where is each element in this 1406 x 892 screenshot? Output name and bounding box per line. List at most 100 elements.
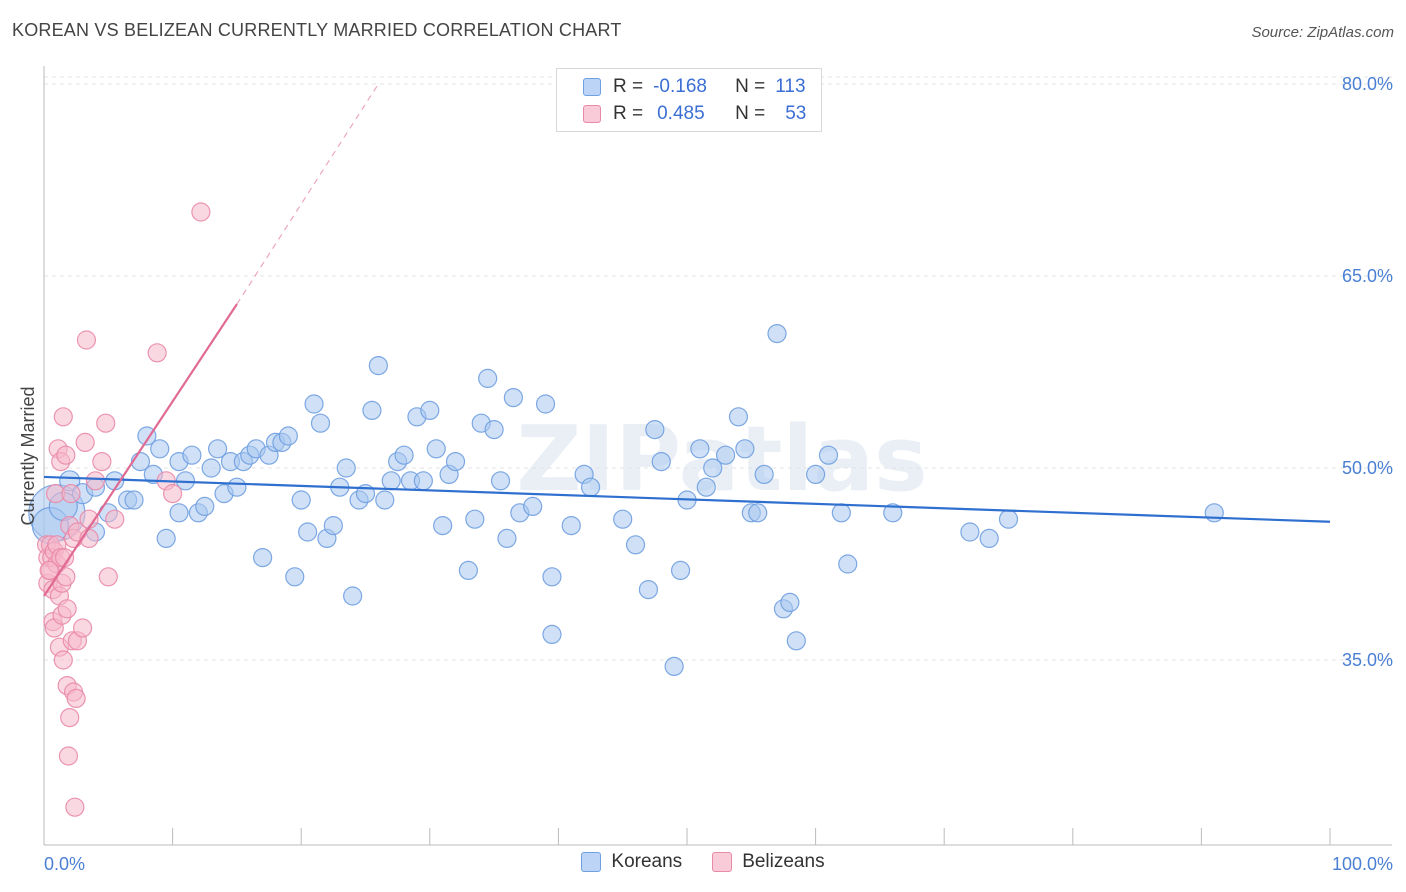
series-legend: Koreans Belizeans bbox=[0, 851, 1406, 873]
korean-point bbox=[1204, 503, 1224, 523]
korean-point bbox=[664, 656, 684, 677]
belizean-point bbox=[60, 707, 80, 728]
korean-point bbox=[201, 458, 221, 478]
korean-point bbox=[625, 535, 646, 555]
korean-point bbox=[362, 400, 382, 420]
korean-point bbox=[651, 452, 671, 472]
belizean-point bbox=[65, 797, 85, 817]
tick-labels: 35.0% 50.0% 65.0% 80.0% 0.0% 100.0% bbox=[44, 74, 1393, 874]
korean-point bbox=[420, 400, 440, 420]
korean-point bbox=[484, 420, 504, 440]
belizean-point bbox=[92, 452, 112, 472]
korean-point bbox=[960, 522, 980, 542]
y-axis-label: Currently Married bbox=[18, 386, 38, 525]
belizean-point bbox=[53, 650, 73, 670]
n-label: N = bbox=[735, 76, 766, 97]
n-value: 113 bbox=[775, 76, 806, 97]
korean-point bbox=[227, 477, 247, 497]
n-value: 53 bbox=[785, 103, 807, 124]
korean-point bbox=[253, 547, 273, 568]
korean-point bbox=[182, 445, 202, 465]
y-tick-label: 50.0% bbox=[1342, 458, 1393, 478]
korean-point bbox=[394, 445, 414, 465]
belizean-trend-extension bbox=[236, 83, 379, 305]
belizeans-swatch bbox=[583, 105, 601, 123]
axes bbox=[43, 66, 1392, 846]
legend-koreans-label: Koreans bbox=[611, 851, 683, 872]
korean-point bbox=[690, 439, 710, 459]
korean-point bbox=[343, 586, 363, 606]
korean-point bbox=[542, 624, 562, 645]
korean-point bbox=[285, 567, 305, 587]
korean-point bbox=[458, 560, 478, 581]
belizean-point bbox=[75, 432, 95, 452]
korean-point bbox=[465, 509, 485, 529]
x-tick-label: 100.0% bbox=[1332, 854, 1393, 874]
belizean-point bbox=[57, 599, 77, 619]
korean-point bbox=[998, 509, 1019, 529]
korean-point bbox=[735, 439, 755, 459]
korean-point bbox=[497, 528, 517, 549]
korean-point bbox=[703, 458, 723, 478]
legend-row-belizeans: R = 0.485 N = 53 bbox=[583, 101, 806, 127]
belizean-point bbox=[56, 445, 76, 465]
data-points bbox=[28, 202, 1224, 817]
korean-point bbox=[838, 554, 858, 574]
legend-koreans: Koreans bbox=[581, 851, 682, 873]
korean-point bbox=[561, 515, 581, 536]
belizean-point bbox=[39, 560, 59, 581]
belizean-point bbox=[85, 471, 106, 491]
korean-point bbox=[696, 477, 716, 497]
korean-point bbox=[323, 515, 343, 536]
belizean-point bbox=[98, 567, 118, 587]
korean-point bbox=[169, 503, 189, 523]
grid-lines bbox=[44, 76, 1392, 661]
belizean-trend-line bbox=[43, 303, 238, 597]
belizean-point bbox=[191, 202, 211, 222]
korean-point bbox=[291, 490, 311, 510]
korean-point bbox=[124, 490, 144, 510]
legend-row-koreans: R = -0.168 N = 113 bbox=[583, 74, 806, 100]
korean-point bbox=[278, 426, 298, 446]
korean-point bbox=[535, 394, 556, 414]
source-label: Source: ZipAtlas.com bbox=[1251, 24, 1394, 41]
korean-point bbox=[613, 509, 633, 529]
korean-point bbox=[156, 528, 176, 549]
chart-title: KOREAN VS BELIZEAN CURRENTLY MARRIED COR… bbox=[12, 20, 622, 40]
belizean-point bbox=[163, 484, 183, 504]
korean-point bbox=[542, 567, 562, 587]
korean-point bbox=[195, 496, 215, 516]
korean-point bbox=[478, 368, 498, 388]
korean-point bbox=[503, 388, 523, 408]
legend-belizeans: Belizeans bbox=[712, 851, 825, 873]
korean-point bbox=[310, 413, 331, 433]
r-value: -0.168 bbox=[653, 76, 707, 97]
korean-point bbox=[780, 592, 800, 613]
belizean-point bbox=[72, 618, 93, 638]
korean-point bbox=[304, 394, 324, 414]
korean-trend-line bbox=[43, 475, 1331, 523]
korean-point bbox=[433, 515, 453, 536]
belizean-point bbox=[105, 509, 125, 529]
korean-point bbox=[445, 452, 466, 472]
korean-point bbox=[805, 464, 826, 484]
korean-point bbox=[375, 490, 395, 510]
n-label: N = bbox=[735, 103, 766, 124]
korean-point bbox=[979, 528, 999, 549]
belizean-point bbox=[61, 484, 81, 504]
korean-point bbox=[728, 407, 749, 427]
belizeans-legend-swatch bbox=[712, 852, 733, 872]
korean-point bbox=[831, 503, 851, 523]
legend-belizeans-label: Belizeans bbox=[742, 851, 825, 872]
korean-point bbox=[786, 631, 806, 651]
korean-point bbox=[767, 324, 787, 344]
r-label: R = bbox=[613, 103, 644, 124]
y-tick-label: 65.0% bbox=[1342, 266, 1393, 286]
korean-point bbox=[381, 471, 401, 491]
korean-point bbox=[426, 439, 446, 459]
koreans-swatch bbox=[583, 78, 601, 96]
korean-point bbox=[754, 464, 774, 484]
belizean-point bbox=[147, 343, 167, 363]
koreans-legend-swatch bbox=[581, 852, 602, 872]
korean-point bbox=[137, 426, 157, 446]
